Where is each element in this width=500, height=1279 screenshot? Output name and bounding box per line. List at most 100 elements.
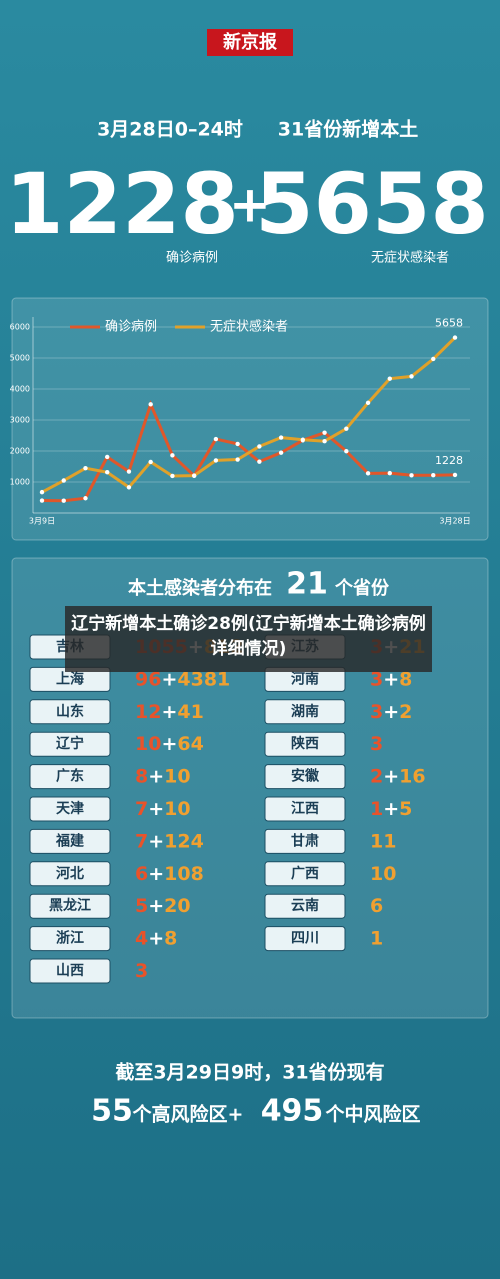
plus: + <box>148 895 164 917</box>
province-name: 山西 <box>56 963 84 979</box>
date: 3月28日0–24时 <box>97 119 243 141</box>
province-counts: 6 <box>370 895 383 917</box>
distribution-title: 本土感染者分布在 <box>128 577 272 599</box>
point <box>39 498 45 503</box>
province-name: 陕西 <box>291 735 319 752</box>
point <box>61 498 66 503</box>
y-tick-label: 2000 <box>10 447 30 456</box>
province-counts: 7+10 <box>135 798 191 820</box>
asymptomatic-count: 124 <box>164 830 204 852</box>
point <box>191 473 197 478</box>
asymptomatic-count: 16 <box>399 765 425 787</box>
plus: + <box>383 798 399 820</box>
point <box>235 457 240 462</box>
province-name: 福建 <box>55 832 84 849</box>
province-name: 辽宁 <box>56 735 84 752</box>
point <box>257 459 262 464</box>
confirmed-count: 3 <box>370 700 383 722</box>
plus: + <box>161 733 177 755</box>
province-counts: 12+41 <box>135 700 204 722</box>
province-box <box>29 893 111 919</box>
province-counts: 3 <box>135 960 148 982</box>
province-name: 湖南 <box>291 703 319 720</box>
high-risk-label: 个高风险区+ <box>132 1103 244 1126</box>
point <box>431 356 436 362</box>
confirmed-count: 10 <box>135 733 161 755</box>
province-box <box>29 699 111 725</box>
point <box>431 473 436 478</box>
province-counts: 6+108 <box>135 862 204 884</box>
asymptomatic-count: 108 <box>164 862 204 884</box>
medium-risk-label: 个中风险区 <box>324 1103 420 1126</box>
point <box>148 402 153 407</box>
value-label: 1228 <box>435 454 463 467</box>
point <box>452 335 458 340</box>
province-box <box>264 861 346 887</box>
point <box>213 436 219 442</box>
high-risk-count: 55 <box>91 1094 133 1129</box>
y-tick-label: 5000 <box>10 354 30 363</box>
plus: + <box>161 668 177 690</box>
province-name: 四川 <box>291 931 319 947</box>
distribution-title-end: 个省份 <box>334 577 390 599</box>
asymptomatic-count: 10 <box>164 798 190 820</box>
province-counts: 2+16 <box>370 765 426 787</box>
x-tick-label: 3月9日 <box>29 517 55 526</box>
province-box <box>29 731 111 757</box>
province-name: 安徽 <box>291 768 320 785</box>
point <box>105 454 110 460</box>
medium-risk-count: 495 <box>261 1094 324 1129</box>
province-counts: 4+8 <box>135 927 177 949</box>
province-counts: 11 <box>370 830 396 852</box>
plus: + <box>148 830 164 852</box>
asymptomatic-count: 41 <box>177 700 203 722</box>
point <box>387 470 392 476</box>
point <box>452 472 458 478</box>
point <box>148 459 153 465</box>
point <box>126 469 132 474</box>
point <box>365 400 371 406</box>
province-name: 天津 <box>56 800 84 817</box>
province-name: 河南 <box>291 670 319 687</box>
province-counts: 96+4381 <box>135 668 230 690</box>
plus: + <box>148 862 164 884</box>
confirmed-count: 3 <box>370 733 383 755</box>
value-label: 5658 <box>435 317 463 330</box>
plus: + <box>148 765 164 787</box>
point <box>409 473 414 478</box>
y-tick-label: 3000 <box>10 416 30 425</box>
confirmed-count: 2 <box>370 765 383 787</box>
point <box>322 430 327 435</box>
confirmed-count: 7 <box>135 798 148 820</box>
point <box>387 376 392 381</box>
point <box>170 453 175 458</box>
plus: + <box>161 700 177 722</box>
x-tick-label: 3月28日 <box>439 517 470 526</box>
asymptomatic-count: 8 <box>164 927 177 949</box>
province-box <box>29 796 111 822</box>
asymptomatic-total: 5658 <box>255 155 489 253</box>
province-box <box>29 958 111 984</box>
province-box <box>264 828 346 854</box>
plus: + <box>383 668 399 690</box>
point <box>105 470 110 475</box>
y-tick-label: 6000 <box>10 323 30 332</box>
overlay-caption: 辽宁新增本土确诊28例(辽宁新增本土确诊病例详细情况) <box>65 606 432 672</box>
asymptomatic-count: 8 <box>399 668 412 690</box>
point <box>278 435 284 440</box>
point <box>300 437 306 442</box>
point <box>61 478 66 483</box>
province-name: 甘肃 <box>291 832 319 849</box>
confirmed-count: 4 <box>135 927 148 949</box>
asymptomatic-count: 20 <box>164 895 190 917</box>
y-tick-label: 1000 <box>10 478 30 487</box>
point <box>278 450 284 455</box>
province-counts: 7+124 <box>135 830 204 852</box>
province-name: 上海 <box>56 670 84 687</box>
series-line <box>41 336 457 494</box>
point <box>365 471 371 476</box>
province-name: 河北 <box>56 865 84 882</box>
plus: + <box>229 176 271 234</box>
province-box <box>264 764 346 790</box>
